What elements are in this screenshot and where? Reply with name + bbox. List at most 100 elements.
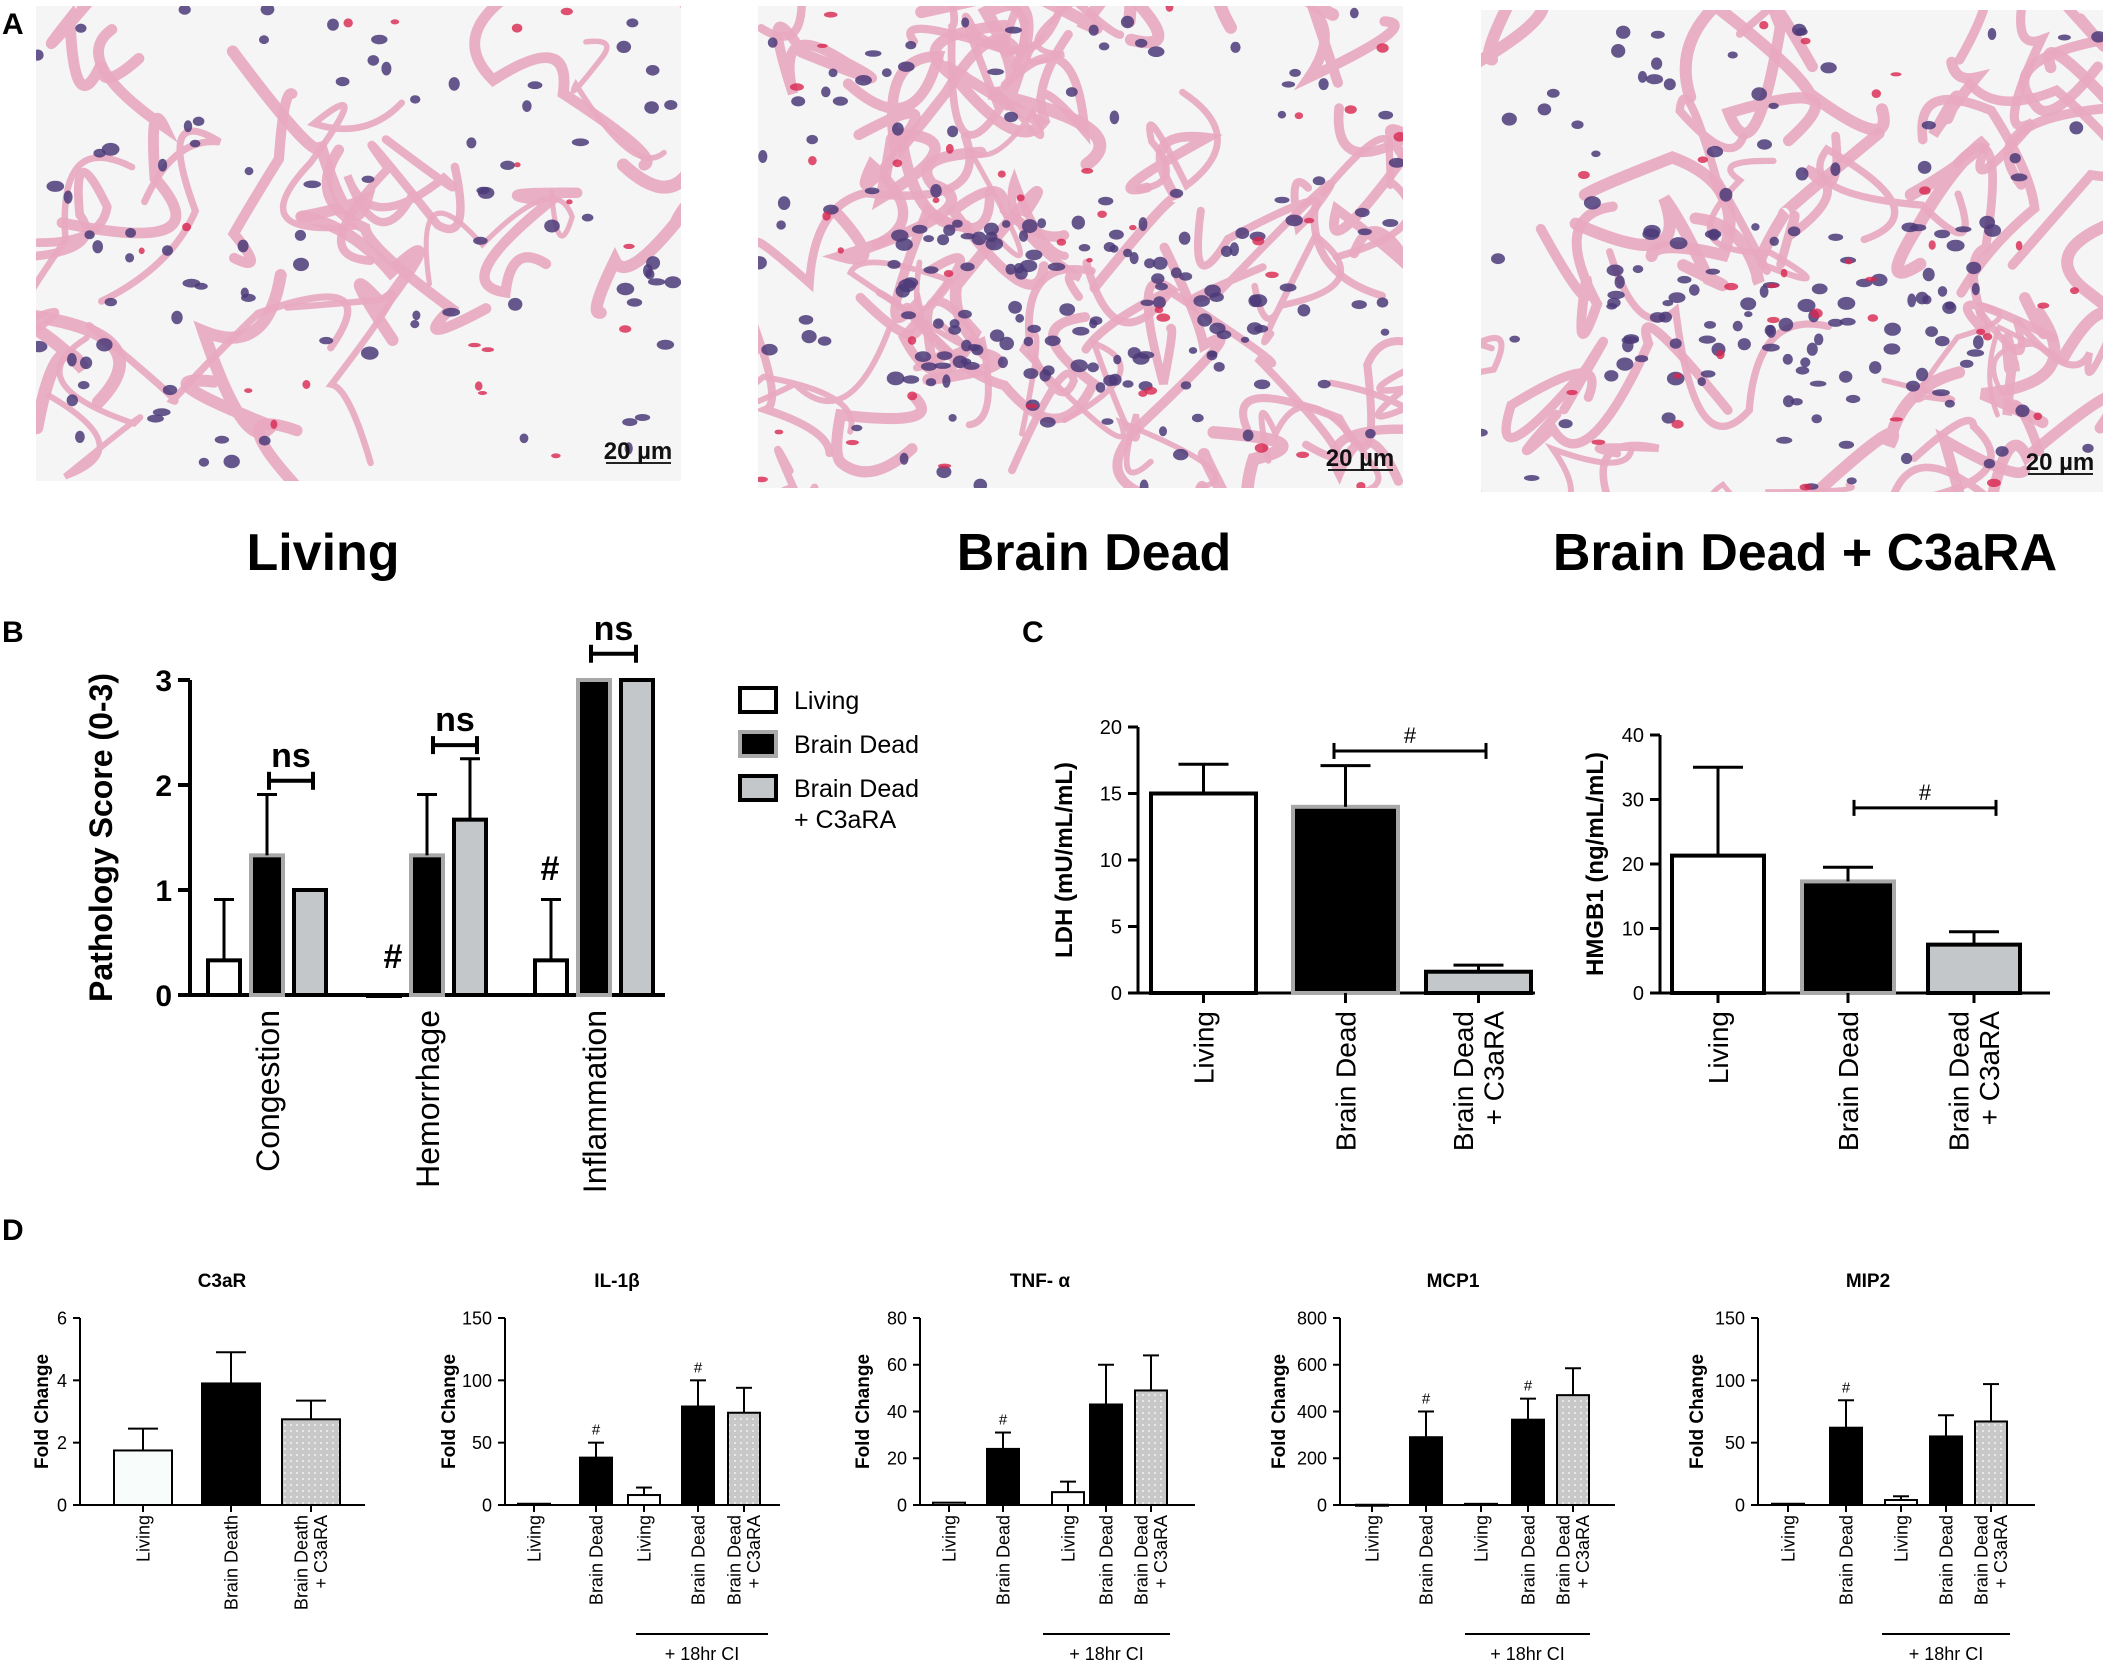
y-tick-label: 150 [462, 1308, 492, 1328]
red-blood-cell [822, 211, 831, 221]
cell-nucleus [1004, 111, 1019, 123]
alveolar-wall [1975, 10, 2051, 175]
alveolar-wall [1917, 94, 2040, 298]
cell-nucleus [1523, 475, 1540, 481]
cell-nucleus [1651, 57, 1663, 70]
cell-nucleus [1173, 448, 1189, 461]
category-label: Brain Dead [1936, 1515, 1956, 1605]
cell-nucleus [758, 256, 767, 270]
cell-nucleus [1611, 44, 1626, 58]
cell-nucleus [1248, 294, 1262, 308]
red-blood-cell [182, 222, 192, 232]
alveolar-wall [1891, 135, 1991, 279]
cell-nucleus [1607, 290, 1625, 300]
bar [1134, 1389, 1168, 1507]
cell-nucleus [1987, 28, 1997, 40]
cell-nucleus [1884, 322, 1901, 336]
alveolar-wall [570, 38, 667, 161]
cell-nucleus [1727, 51, 1738, 59]
category-label-line: Living [1188, 1011, 1219, 1084]
cell-nucleus [1650, 30, 1665, 39]
cell-nucleus [1159, 426, 1167, 437]
cell-nucleus [476, 186, 490, 195]
red-blood-cell [1799, 483, 1812, 491]
cell-nucleus [1120, 15, 1135, 29]
red-blood-cell [1780, 268, 1788, 278]
cell-nucleus [899, 452, 909, 465]
cell-nucleus [125, 253, 135, 263]
cell-nucleus [1870, 273, 1888, 287]
cell-nucleus [1351, 300, 1367, 310]
cell-nucleus [1922, 267, 1935, 282]
cell-nucleus [1979, 215, 1996, 229]
red-blood-cell [1716, 349, 1725, 360]
cell-nucleus [1354, 207, 1370, 218]
alveolar-wall [253, 418, 303, 481]
alveolar-wall [296, 210, 425, 346]
cell-nucleus [327, 18, 339, 31]
cell-nucleus [1023, 336, 1034, 347]
cell-nucleus [1757, 139, 1772, 150]
cell-nucleus [905, 41, 917, 50]
cell-nucleus [214, 435, 230, 444]
category-label-line: Living [1891, 1515, 1911, 1562]
y-axis-label: Fold Change [853, 1354, 874, 1469]
cell-nucleus [1481, 428, 1488, 437]
cell-nucleus [1583, 196, 1601, 210]
red-blood-cell [1889, 417, 1903, 422]
chart-title: C3aR [198, 1271, 247, 1292]
cell-nucleus [1883, 343, 1901, 355]
red-blood-cell [1156, 313, 1171, 322]
cell-nucleus [80, 356, 93, 370]
cell-nucleus [192, 116, 205, 127]
cell-nucleus [1274, 196, 1290, 204]
cell-nucleus [1318, 78, 1329, 91]
cell-nucleus [987, 68, 1004, 76]
cell-nucleus [997, 356, 1009, 369]
cell-nucleus [1719, 187, 1733, 202]
cell-nucleus [989, 329, 1005, 342]
category-label: Congestion [250, 1010, 286, 1172]
cell-nucleus [1042, 365, 1055, 376]
cell-nucleus [1839, 317, 1856, 326]
red-blood-cell [1800, 37, 1811, 45]
bar [1409, 1436, 1443, 1507]
alveolar-wall [1594, 441, 1660, 492]
cell-nucleus [367, 55, 380, 66]
category-label-line: Brain Dead [1836, 1515, 1856, 1605]
alveolar-wall [2063, 10, 2103, 52]
alveolar-wall [929, 19, 1051, 138]
alveolar-wall [977, 6, 1107, 171]
alveolar-wall [1976, 308, 2103, 376]
legend-swatch [738, 686, 778, 714]
alveolar-wall [774, 445, 819, 488]
cell-nucleus [925, 378, 937, 387]
red-blood-cell [1890, 72, 1902, 77]
cell-nucleus [194, 282, 208, 290]
cell-nucleus [887, 259, 901, 269]
significance-label: # [999, 1412, 1008, 1429]
category-label-line: Brain Dead [688, 1515, 708, 1605]
alveolar-wall [1481, 334, 1505, 376]
cell-nucleus [1604, 370, 1619, 382]
cell-nucleus [1197, 313, 1213, 327]
red-blood-cell [808, 156, 817, 166]
cell-nucleus [1704, 229, 1722, 239]
cell-nucleus [1312, 176, 1326, 186]
y-tick-label: 50 [1725, 1433, 1745, 1453]
alveolar-wall [915, 6, 1137, 35]
y-tick-label: 3 [155, 665, 172, 698]
cell-nucleus [1769, 236, 1779, 246]
category-label-line: + C3aRA [1991, 1515, 2011, 1589]
red-blood-cell [1254, 443, 1269, 453]
cell-nucleus [371, 34, 388, 45]
bar [1149, 791, 1258, 995]
significance-label: # [1422, 1391, 1431, 1408]
category-label: Brain Dead [1096, 1515, 1116, 1605]
cell-nucleus [1795, 366, 1810, 375]
cell-nucleus [1764, 324, 1775, 336]
bar [409, 853, 445, 997]
category-label-line: Brain Dead [1943, 1011, 1974, 1151]
bar [932, 1501, 966, 1506]
red-blood-cell [1081, 168, 1094, 174]
